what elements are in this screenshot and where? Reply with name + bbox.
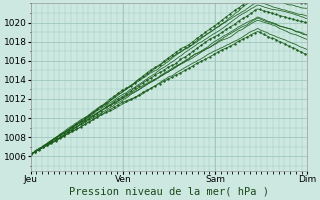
- X-axis label: Pression niveau de la mer( hPa ): Pression niveau de la mer( hPa ): [69, 187, 269, 197]
